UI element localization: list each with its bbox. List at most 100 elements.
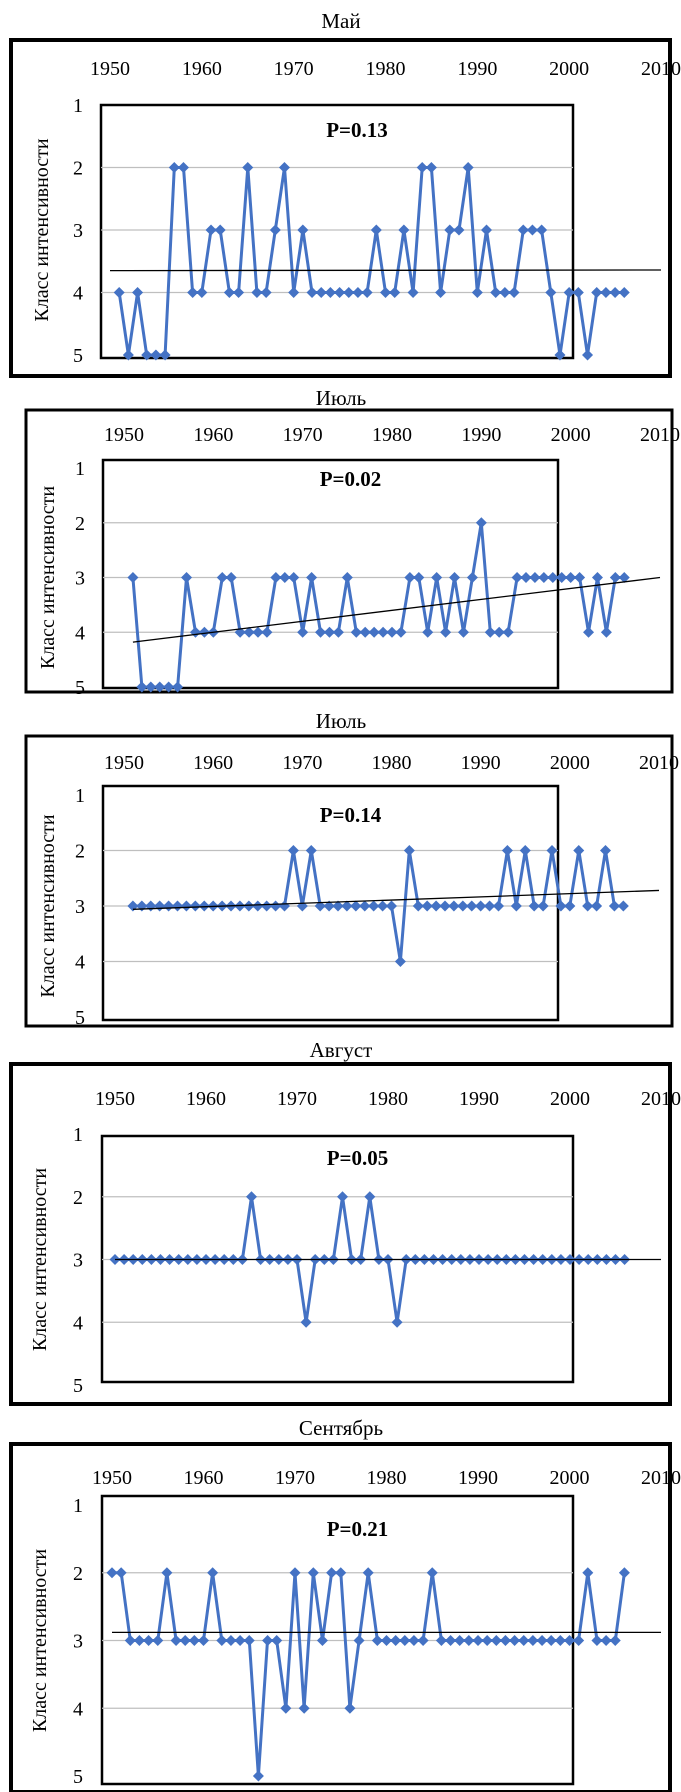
x-tick-label: 1950 [95, 1088, 135, 1110]
data-point-marker [609, 1635, 621, 1646]
data-point-marker [395, 626, 407, 638]
data-point-marker [242, 162, 254, 173]
data-point-marker [177, 162, 189, 173]
data-point-marker [527, 1635, 539, 1646]
data-point-marker [431, 572, 443, 583]
data-point-marker [337, 1191, 348, 1203]
trend-line [132, 889, 660, 910]
data-point-marker [243, 1635, 255, 1646]
data-point-marker [501, 845, 513, 856]
data-point-marker [353, 1635, 365, 1646]
data-point-marker [270, 572, 282, 583]
y-tick-label: 1 [75, 785, 85, 807]
data-point-marker [297, 224, 309, 236]
chart-panel: Май 1950 1960 1970 1980 1990 2000 2010 1 2 3 4 5 Клас… [9, 9, 681, 378]
trend-line [132, 576, 661, 643]
chart-panel: Июль 1950 1960 1970 1980 1990 2000 2010 1 2 3 4 5 Кла… [24, 386, 680, 699]
data-point-marker [261, 626, 273, 638]
chart-frame [24, 734, 674, 1028]
data-point-marker [493, 626, 505, 638]
p-value-annotation: P=0.21 [327, 1517, 389, 1541]
chart-frame [9, 1442, 672, 1792]
data-point-marker [225, 1635, 237, 1646]
y-tick-label: 5 [75, 677, 85, 699]
x-tick-label: 1970 [274, 58, 314, 80]
data-point-marker [334, 287, 346, 298]
data-point-marker [261, 900, 273, 912]
y-axis-label: Класс интенсивности [29, 1168, 51, 1352]
x-tick-label: 2000 [549, 58, 589, 80]
data-point-marker [435, 1635, 447, 1646]
chart-title: Июль [316, 386, 366, 410]
data-point-marker [466, 572, 478, 583]
data-point-marker [394, 956, 406, 967]
data-point-marker [511, 572, 523, 583]
data-point-marker [591, 900, 603, 912]
data-point-marker [453, 224, 465, 236]
data-point-marker [493, 900, 504, 912]
x-tick-label: 2010 [640, 424, 680, 446]
data-point-marker [145, 681, 157, 693]
data-point-marker [545, 287, 557, 298]
data-point-marker [216, 1635, 228, 1646]
p-value-annotation: P=0.13 [326, 118, 388, 142]
data-point-marker [426, 1567, 438, 1579]
data-point-marker [381, 1635, 392, 1646]
data-point-marker [564, 900, 576, 912]
data-point-marker [448, 900, 460, 912]
data-point-marker [326, 1567, 338, 1579]
x-tick-label: 1960 [182, 58, 222, 80]
data-point-marker [574, 572, 586, 583]
y-tick-label: 3 [75, 896, 85, 918]
data-point-marker [499, 1635, 511, 1646]
chart-frame [9, 38, 672, 378]
y-axis-label: Класс интенсивности [31, 138, 53, 322]
data-point-marker [350, 626, 362, 638]
data-point-marker [315, 626, 327, 638]
y-tick-label: 1 [75, 458, 85, 480]
data-point-marker [233, 287, 245, 298]
data-point-marker [529, 572, 541, 583]
data-point-marker [269, 224, 281, 236]
x-tick-label: 2000 [550, 752, 590, 774]
data-point-marker [270, 900, 282, 912]
data-point-marker [279, 572, 291, 583]
data-point-marker [519, 845, 531, 856]
data-point-marker [364, 1191, 376, 1203]
y-tick-label: 3 [73, 220, 83, 242]
data-point-marker [343, 287, 355, 298]
x-tick-label: 1960 [184, 1467, 224, 1489]
data-point-marker [124, 1635, 136, 1646]
data-point-marker [362, 1567, 374, 1579]
data-point-marker [517, 224, 529, 236]
data-point-marker [297, 626, 309, 638]
data-point-marker [520, 572, 532, 583]
data-point-marker [323, 626, 335, 638]
data-point-marker [445, 1635, 457, 1646]
data-point-marker [600, 287, 612, 298]
data-point-marker [439, 900, 451, 912]
data-point-marker [449, 572, 461, 583]
data-point-marker [591, 572, 603, 583]
chart-panel: Август 1950 1960 1970 1980 1990 2000 2010 1 2 3 4 5 К… [9, 1038, 681, 1406]
data-point-marker [499, 287, 511, 298]
x-tick-label: 1980 [372, 424, 412, 446]
data-point-marker [152, 1635, 164, 1646]
data-point-marker [341, 900, 353, 912]
data-point-marker [251, 287, 263, 298]
data-point-marker [536, 1635, 548, 1646]
y-tick-label: 1 [73, 95, 83, 117]
data-point-marker [475, 900, 487, 912]
y-tick-label: 2 [73, 1187, 83, 1209]
data-point-marker [154, 681, 166, 693]
x-tick-label: 1970 [282, 752, 322, 774]
data-point-marker [536, 224, 548, 236]
data-point-marker [181, 572, 193, 583]
data-point-marker [600, 1635, 612, 1646]
y-tick-label: 4 [75, 622, 85, 644]
data-point-marker [403, 845, 415, 856]
x-tick-label: 2000 [551, 424, 591, 446]
y-tick-label: 2 [75, 841, 85, 863]
data-point-marker [412, 900, 424, 912]
data-point-marker [389, 287, 401, 298]
